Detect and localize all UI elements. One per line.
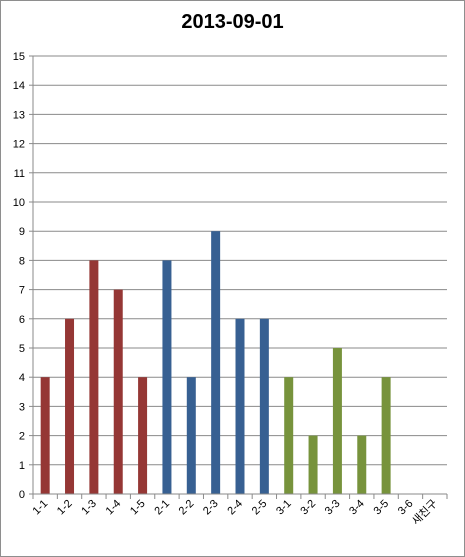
- y-tick-label: 8: [19, 255, 25, 267]
- y-tick-label: 6: [19, 314, 25, 326]
- bar-2-1: [162, 260, 172, 494]
- y-tick-label: 9: [19, 226, 25, 238]
- y-tick-label: 15: [13, 51, 25, 63]
- chart-title: 2013-09-01: [181, 11, 284, 33]
- gridlines: [33, 55, 447, 466]
- y-tick-label: 12: [13, 139, 25, 151]
- x-tick-label: 3-1: [274, 498, 294, 518]
- x-tick-label: 2-3: [201, 498, 221, 518]
- x-tick-label: 3-3: [323, 498, 343, 518]
- x-tick-label: 2-2: [177, 498, 197, 518]
- y-tick-label: 11: [14, 168, 25, 180]
- bar-1-1: [40, 377, 50, 494]
- y-tick-label: 5: [19, 343, 25, 355]
- y-tick-label: 10: [13, 197, 25, 209]
- x-tick-label: 3-2: [298, 498, 318, 518]
- y-tick-label: 2: [19, 431, 25, 443]
- x-tick-label: 1-1: [31, 498, 51, 518]
- bar-3-2: [308, 435, 318, 494]
- bar-1-4: [113, 289, 123, 494]
- x-tick-label: 2-4: [225, 498, 245, 518]
- x-tick-label: 1-4: [104, 498, 124, 518]
- bar-3-1: [284, 377, 294, 494]
- x-tick-label: 1-3: [79, 498, 99, 518]
- x-tick-label: 3-6: [396, 498, 416, 518]
- y-tick-label: 4: [19, 372, 25, 384]
- x-tick-label: 1-5: [128, 498, 148, 518]
- x-tick-label: 2-1: [152, 498, 172, 518]
- x-tick-label: 2-5: [250, 498, 270, 518]
- axes: [29, 55, 448, 499]
- bar-3-5: [381, 377, 391, 494]
- bar-2-4: [235, 318, 245, 494]
- bar-2-3: [211, 231, 221, 494]
- bars: [40, 231, 391, 494]
- x-tick-label: 새친구: [409, 497, 440, 528]
- y-tick-label: 1: [19, 460, 25, 472]
- x-tick-label: 3-5: [372, 498, 392, 518]
- x-tick-label: 3-4: [347, 498, 367, 518]
- x-tick-labels: 1-1 1-2 1-3 1-4 1-5 2-1 2-2 2-3 2-4 2-5 3-1 3-2 3-3 3…: [31, 497, 440, 528]
- bar-1-2: [65, 318, 75, 494]
- bar-3-3: [332, 348, 342, 494]
- bar-3-4: [357, 435, 367, 494]
- y-tick-label: 13: [13, 109, 25, 121]
- bar-2-5: [259, 318, 269, 494]
- bar-1-3: [89, 260, 99, 494]
- bar-1-5: [138, 377, 148, 494]
- y-tick-label: 0: [19, 489, 25, 501]
- y-tick-label: 3: [19, 401, 25, 413]
- x-tick-label: 1-2: [55, 498, 75, 518]
- y-tick-label: 14: [13, 80, 25, 92]
- y-tick-label: 7: [19, 285, 25, 297]
- bar-2-2: [186, 377, 196, 494]
